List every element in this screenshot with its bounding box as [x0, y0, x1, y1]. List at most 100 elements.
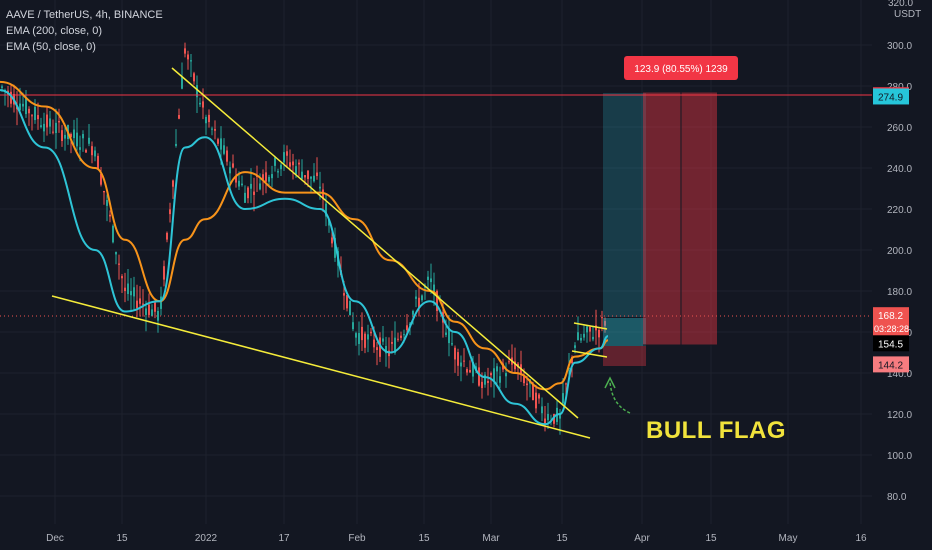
candle-body	[415, 296, 417, 299]
candle-body	[367, 334, 369, 340]
price-tick-label: 120.0	[887, 410, 912, 421]
candle-body	[187, 54, 189, 60]
candle-body	[499, 376, 501, 383]
candle-body	[376, 347, 378, 351]
price-tag-value: 168.2	[878, 311, 903, 322]
candle-body	[100, 173, 102, 185]
candle-body	[325, 203, 327, 217]
candle-body	[601, 317, 603, 319]
candle-body	[163, 266, 165, 280]
candle-body	[364, 333, 366, 348]
candle-body	[406, 325, 408, 331]
candle-body	[253, 191, 255, 195]
trendlines[interactable]	[51, 67, 608, 439]
candle-body	[565, 383, 567, 385]
price-tag: 154.5	[873, 335, 909, 352]
candle-body	[88, 137, 90, 144]
arrow-head-icon	[604, 376, 616, 389]
candle-body	[346, 295, 348, 309]
candle-body	[133, 287, 135, 297]
candle-body	[244, 192, 246, 203]
candle-body	[103, 191, 105, 193]
candle-body	[160, 296, 162, 309]
price-tag-countdown: 03:28:28	[874, 324, 909, 334]
price-axis[interactable]: 320.0 USDT 300.0280.0260.0240.0220.0200.…	[872, 0, 932, 524]
candle-body	[352, 322, 354, 330]
candle-body	[496, 366, 498, 372]
candle-body	[334, 237, 336, 258]
price-tag: 274.9	[873, 88, 909, 105]
candle-body	[553, 414, 555, 424]
candle-body	[97, 155, 99, 170]
candle-body	[52, 131, 54, 133]
indicator-ema-200[interactable]: EMA (200, close, 0)	[6, 25, 102, 37]
candle-body	[139, 298, 141, 304]
time-tick-label: 15	[705, 533, 717, 544]
candle-body	[73, 129, 75, 139]
candle-body	[547, 413, 549, 421]
time-tick-label: 15	[116, 533, 128, 544]
candle-body	[184, 48, 186, 54]
candle-body	[58, 121, 60, 123]
axis-unit-label: USDT	[894, 9, 921, 20]
candle-body	[526, 383, 528, 386]
candle-body	[418, 297, 420, 308]
time-axis[interactable]: Dec 15 2022 17 Feb 15 Mar 15 Apr 15 May 16	[0, 524, 932, 550]
candle-body	[82, 134, 84, 139]
candle-body	[247, 187, 249, 199]
candle-body	[34, 106, 36, 121]
candle-body	[592, 336, 594, 340]
candle-body	[568, 368, 570, 370]
candle-body	[328, 219, 330, 226]
candle-body	[25, 97, 27, 115]
candle-body	[220, 138, 222, 150]
candle-body	[427, 276, 429, 280]
candle-body	[544, 418, 546, 424]
time-tick-label: 15	[418, 533, 430, 544]
measure-zone	[643, 92, 717, 345]
symbol-title[interactable]: AAVE / TetherUS, 4h, BINANCE	[6, 9, 163, 21]
arrow-icon	[609, 381, 631, 414]
candle-body	[121, 276, 123, 279]
candle-body	[373, 339, 375, 348]
measure-label: 123.9 (80.55%) 1239	[624, 56, 738, 80]
indicator-ema-50[interactable]: EMA (50, close, 0)	[6, 41, 96, 53]
candle-body	[124, 287, 126, 292]
price-tag-bg	[873, 307, 909, 338]
price-tick-label: 200.0	[887, 246, 912, 257]
candle-body	[232, 163, 234, 168]
price-tick-label: 300.0	[887, 41, 912, 52]
candle-body	[391, 342, 393, 344]
price-tick-label: 220.0	[887, 205, 912, 216]
price-tick-label: 100.0	[887, 451, 912, 462]
candle-body	[196, 85, 198, 98]
candle-body	[322, 189, 324, 199]
candle-body	[478, 367, 480, 386]
candle-body	[250, 183, 252, 189]
candle-body	[301, 171, 303, 179]
price-tick-label: 80.0	[887, 492, 907, 503]
candle-body	[238, 180, 240, 187]
candle-body	[508, 361, 510, 363]
candle-body	[283, 152, 285, 163]
candle-body	[223, 145, 225, 154]
candle-body	[412, 311, 414, 315]
risk-reward-tool[interactable]	[603, 91, 717, 366]
candle-body	[580, 337, 582, 341]
candle-body	[598, 329, 600, 338]
time-tick-label: Dec	[46, 533, 64, 544]
price-tag-value: 274.9	[878, 92, 903, 103]
candle-body	[430, 278, 432, 283]
time-tick-label: Feb	[348, 533, 366, 544]
price-tag: 144.2	[873, 356, 909, 373]
candle-body	[472, 361, 474, 377]
candle-body	[370, 331, 372, 334]
candle-body	[28, 108, 30, 114]
candle-body	[211, 128, 213, 130]
time-tick-label: 15	[556, 533, 568, 544]
candle-body	[151, 309, 153, 317]
candle-body	[574, 345, 576, 348]
candle-body	[70, 133, 72, 137]
